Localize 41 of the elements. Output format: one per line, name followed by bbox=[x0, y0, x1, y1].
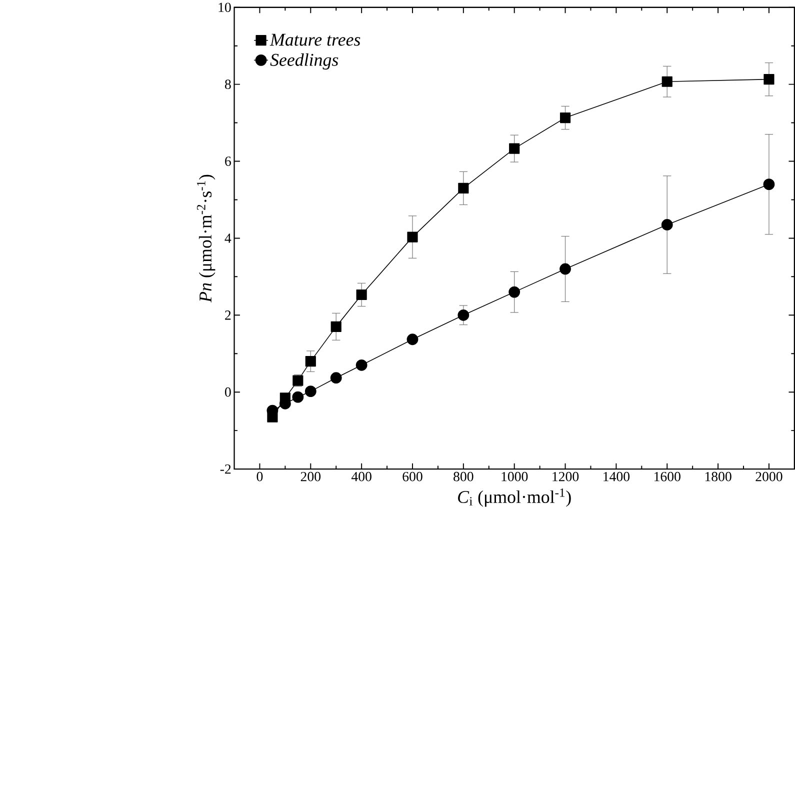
x-tick-label: 2000 bbox=[756, 472, 782, 482]
point bbox=[764, 74, 774, 85]
x-tick-label: 1000 bbox=[502, 472, 528, 482]
point bbox=[763, 178, 775, 190]
point bbox=[662, 76, 672, 87]
point bbox=[508, 286, 520, 298]
y-tick-label: 2 bbox=[225, 310, 231, 320]
x-tick-label: 400 bbox=[351, 472, 372, 482]
point bbox=[305, 356, 316, 367]
point bbox=[458, 182, 469, 194]
y-tick-label: 4 bbox=[224, 234, 232, 243]
x-tick-label: 200 bbox=[300, 472, 321, 482]
y-tick-label: 0 bbox=[224, 387, 231, 397]
x-axis-title: C$_{i}$ (μmol·mol$^{-1}$) bbox=[458, 488, 571, 507]
y-tick-label: 10 bbox=[218, 2, 231, 12]
point bbox=[407, 232, 418, 242]
point bbox=[560, 263, 571, 275]
x-tick-label: 1200 bbox=[552, 472, 579, 482]
x-tick-label: 600 bbox=[402, 472, 422, 482]
y-axis-title: Pn (μmol·m$^{-2}$·s$^{-1}$) bbox=[196, 174, 216, 302]
y-tick-label: -2 bbox=[220, 464, 231, 474]
legend-label: Seedlings bbox=[270, 53, 338, 70]
point bbox=[356, 289, 367, 300]
x-tick-label: 1400 bbox=[604, 472, 630, 482]
x-tick-label: 1600 bbox=[654, 472, 680, 482]
x-tick-label: 800 bbox=[454, 472, 474, 482]
point bbox=[406, 334, 418, 345]
x-tick-label: 0 bbox=[256, 472, 263, 482]
y-tick-label: 6 bbox=[225, 156, 231, 166]
point bbox=[661, 218, 673, 230]
point bbox=[560, 112, 571, 123]
point bbox=[458, 309, 470, 321]
x-tick-label: 1800 bbox=[705, 472, 732, 482]
point bbox=[292, 391, 304, 403]
legend-label: Mature trees bbox=[270, 34, 360, 46]
point bbox=[356, 359, 368, 371]
point bbox=[304, 386, 316, 397]
point bbox=[330, 372, 342, 384]
y-tick-label: 8 bbox=[224, 80, 231, 89]
point bbox=[509, 143, 520, 154]
point bbox=[330, 321, 342, 332]
